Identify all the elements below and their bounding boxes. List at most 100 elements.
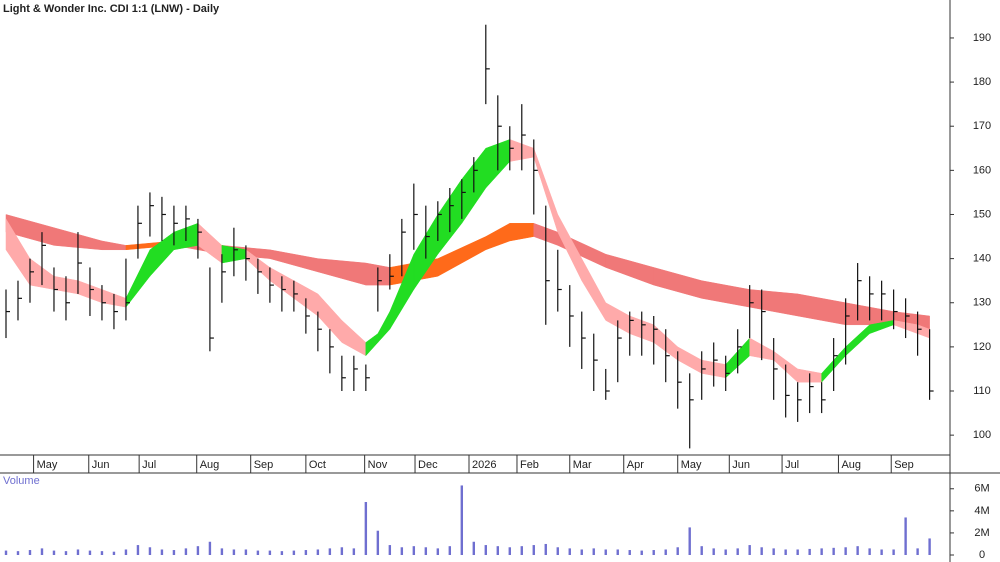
volume-bar bbox=[388, 545, 392, 555]
volume-bar bbox=[40, 548, 44, 555]
volume-bar bbox=[448, 546, 452, 555]
volume-bar bbox=[544, 543, 547, 555]
volume-bar bbox=[340, 547, 344, 555]
volume-bar bbox=[748, 545, 751, 555]
x-tick-label: Aug bbox=[841, 459, 861, 471]
volume-bar bbox=[628, 550, 631, 555]
volume-bar bbox=[568, 548, 571, 555]
volume-bar bbox=[424, 547, 428, 555]
volume-bar bbox=[244, 549, 248, 555]
volume-bar bbox=[604, 549, 607, 555]
y-tick-label: 190 bbox=[973, 32, 991, 44]
x-tick-label: May bbox=[681, 459, 702, 471]
volume-bar bbox=[28, 550, 32, 555]
volume-bar bbox=[208, 541, 212, 555]
volume-bar bbox=[520, 546, 523, 555]
volume-bar bbox=[676, 547, 679, 555]
x-tick-label: 2026 bbox=[472, 459, 496, 471]
volume-bar bbox=[184, 548, 188, 555]
chart-title: Light & Wonder Inc. CDI 1:1 (LNW) - Dail… bbox=[3, 3, 220, 15]
volume-bar bbox=[532, 545, 535, 555]
volume-bar bbox=[292, 550, 296, 555]
volume-title: Volume bbox=[3, 475, 40, 487]
volume-bar bbox=[280, 551, 284, 555]
volume-bar bbox=[700, 546, 703, 555]
volume-bar bbox=[268, 550, 272, 555]
volume-bar bbox=[400, 547, 404, 555]
x-tick-label: Apr bbox=[627, 459, 644, 471]
y-tick-label: 110 bbox=[973, 385, 991, 397]
volume-bar bbox=[808, 548, 811, 555]
volume-bar bbox=[352, 548, 356, 555]
volume-bar bbox=[616, 549, 619, 555]
x-tick-label: Jul bbox=[785, 459, 799, 471]
volume-bar bbox=[64, 551, 68, 555]
volume-bar bbox=[904, 517, 907, 555]
volume-bar bbox=[484, 545, 487, 555]
x-tick-label: May bbox=[37, 459, 58, 471]
volume-bar bbox=[760, 547, 763, 555]
volume-bar bbox=[88, 550, 92, 555]
volume-bar bbox=[256, 550, 260, 555]
volume-bar bbox=[52, 550, 56, 555]
volume-bar bbox=[4, 550, 8, 555]
volume-bar bbox=[172, 550, 176, 555]
volume-bar bbox=[868, 548, 871, 555]
volume-bar bbox=[100, 551, 104, 555]
volume-bar bbox=[856, 546, 859, 555]
x-tick-label: Aug bbox=[200, 459, 220, 471]
volume-bar bbox=[460, 485, 464, 555]
x-tick-label: Jun bbox=[92, 459, 110, 471]
volume-bar bbox=[652, 550, 655, 555]
volume-bar bbox=[16, 551, 20, 555]
y-tick-label: 100 bbox=[973, 429, 991, 441]
volume-bar bbox=[136, 545, 140, 555]
volume-bar bbox=[580, 549, 583, 555]
y-tick-label: 120 bbox=[973, 341, 991, 353]
y-tick-label: 6M bbox=[974, 483, 989, 495]
volume-bar bbox=[412, 546, 416, 555]
volume-bar bbox=[880, 549, 883, 555]
volume-bar bbox=[328, 548, 332, 555]
volume-bar bbox=[376, 530, 380, 555]
volume-bar bbox=[304, 550, 308, 555]
volume-bar bbox=[892, 549, 895, 555]
volume-bar bbox=[496, 546, 499, 555]
volume-bar bbox=[556, 547, 559, 555]
y-tick-label: 140 bbox=[973, 253, 991, 265]
y-tick-label: 180 bbox=[973, 76, 991, 88]
x-tick-label: Oct bbox=[309, 459, 326, 471]
volume-bar bbox=[712, 548, 715, 555]
volume-bar bbox=[160, 549, 164, 555]
volume-bar bbox=[316, 549, 320, 555]
volume-bar bbox=[220, 548, 224, 555]
x-tick-label: Jul bbox=[142, 459, 156, 471]
volume-bar bbox=[772, 548, 775, 555]
volume-bar bbox=[916, 548, 919, 555]
y-tick-label: 130 bbox=[973, 297, 991, 309]
y-tick-label: 4M bbox=[974, 505, 989, 517]
x-tick-label: Dec bbox=[418, 459, 438, 471]
x-tick-label: Sep bbox=[254, 459, 274, 471]
volume-bar bbox=[664, 549, 667, 555]
y-tick-label: 0 bbox=[979, 549, 985, 561]
volume-bar bbox=[364, 502, 368, 555]
x-tick-label: Feb bbox=[520, 459, 539, 471]
volume-bar bbox=[592, 548, 595, 555]
volume-bar bbox=[832, 547, 835, 555]
volume-bar bbox=[724, 549, 727, 555]
volume-bar bbox=[472, 541, 475, 555]
volume-bar bbox=[508, 547, 511, 555]
volume-bar bbox=[124, 549, 128, 555]
x-tick-label: Mar bbox=[573, 459, 592, 471]
volume-bar bbox=[820, 548, 823, 555]
y-tick-label: 160 bbox=[973, 164, 991, 176]
volume-bar bbox=[796, 549, 799, 555]
y-tick-label: 150 bbox=[973, 208, 991, 220]
volume-bar bbox=[76, 549, 80, 555]
y-tick-label: 2M bbox=[974, 527, 989, 539]
volume-bar bbox=[112, 551, 116, 555]
volume-bar bbox=[928, 538, 931, 555]
y-tick-label: 170 bbox=[973, 120, 991, 132]
